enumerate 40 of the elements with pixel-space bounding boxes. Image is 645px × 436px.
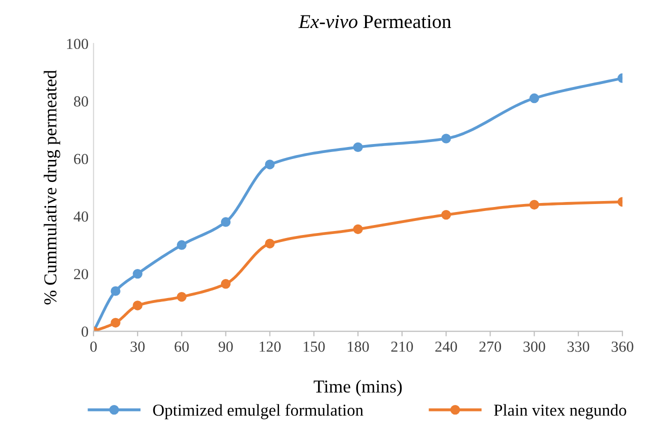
y-tick-label: 60 bbox=[74, 154, 88, 164]
legend-label: Plain vitex negundo bbox=[494, 404, 626, 420]
y-tick-label: 20 bbox=[74, 268, 88, 280]
legend-label: Optimized emulgel formulation bbox=[153, 404, 364, 420]
x-tick-label: 150 bbox=[304, 342, 325, 352]
point bbox=[264, 160, 275, 170]
point bbox=[220, 217, 231, 227]
point bbox=[220, 279, 231, 289]
point bbox=[353, 224, 363, 234]
point bbox=[441, 134, 451, 144]
point bbox=[529, 200, 540, 210]
point bbox=[110, 318, 120, 328]
point bbox=[353, 142, 363, 152]
x-tick-label: 330 bbox=[568, 342, 590, 352]
x-tick-label: 0 bbox=[90, 342, 97, 352]
y-tick-label: 0 bbox=[82, 326, 88, 337]
y-tick-label: 100 bbox=[67, 38, 88, 50]
x-tick-label: 60 bbox=[174, 342, 189, 352]
x-tick-label: 180 bbox=[348, 342, 369, 352]
point bbox=[176, 292, 187, 302]
point bbox=[110, 286, 120, 296]
point bbox=[264, 238, 275, 248]
x-tick-label: 210 bbox=[391, 342, 413, 352]
x-axis-title: Time (mins) bbox=[314, 380, 402, 396]
x-tick-label: 30 bbox=[130, 342, 145, 352]
point bbox=[132, 268, 142, 279]
x-tick-label: 300 bbox=[524, 342, 546, 352]
x-tick-label: 240 bbox=[435, 342, 457, 352]
y-tick-label: 40 bbox=[74, 211, 88, 222]
point bbox=[176, 240, 187, 250]
chart-title: Ex-vivo Permeation bbox=[298, 15, 452, 28]
y-axis-title: % Cummulative drug permeated bbox=[44, 70, 60, 304]
x-tick-label: 90 bbox=[218, 342, 233, 352]
y-tick-label: 80 bbox=[74, 96, 88, 107]
x-tick-label: 120 bbox=[260, 342, 281, 352]
x-tick-label: 360 bbox=[612, 342, 634, 352]
x-tick-label: 270 bbox=[479, 342, 502, 352]
point bbox=[132, 300, 142, 310]
point bbox=[441, 210, 451, 220]
point bbox=[529, 93, 540, 104]
